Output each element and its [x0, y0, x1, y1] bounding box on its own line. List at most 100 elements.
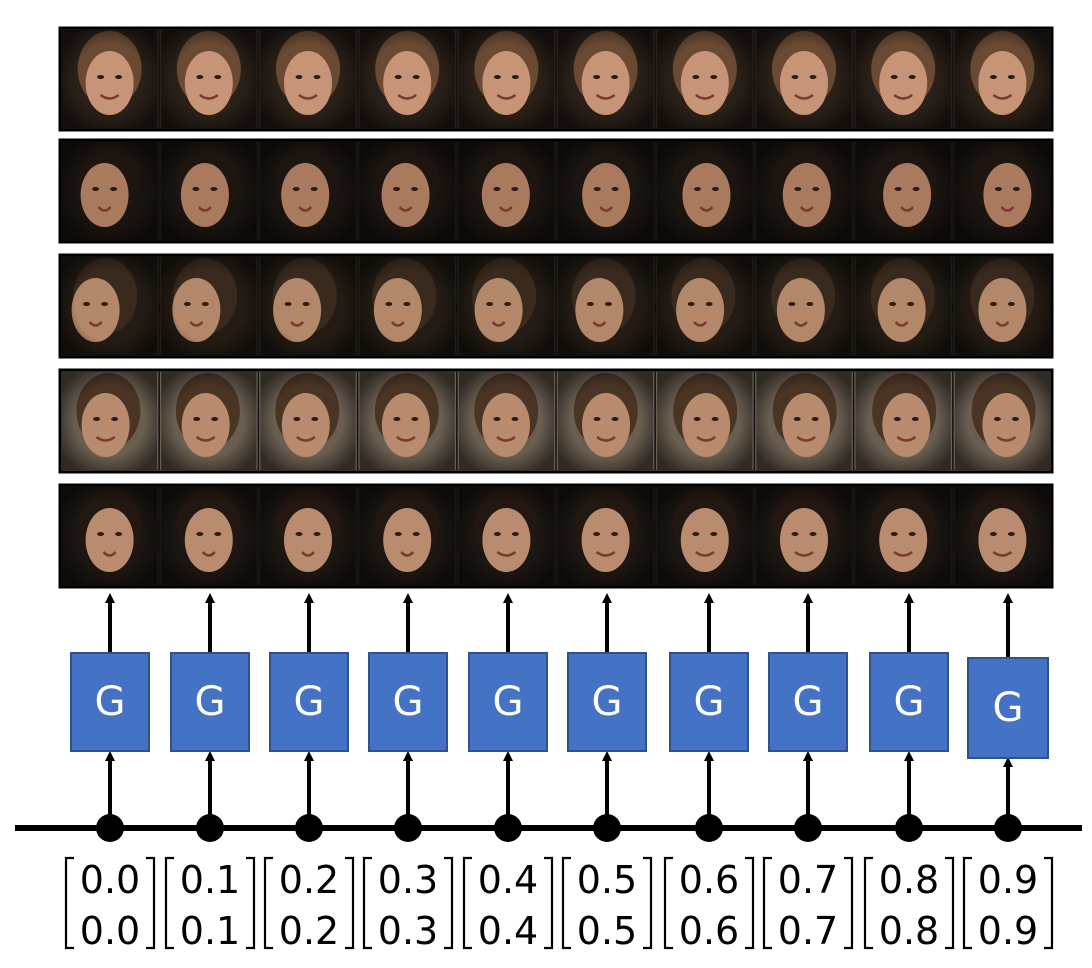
- vector-component-2: 0.5: [577, 909, 637, 953]
- generator-block: G: [669, 652, 749, 752]
- latent-point: [295, 814, 323, 842]
- latent-vector: 0.10.1: [164, 856, 256, 953]
- right-bracket: [544, 856, 554, 950]
- generator-label: G: [294, 679, 325, 725]
- face-thumbnail: [161, 30, 257, 128]
- latent-vector: 0.00.0: [64, 856, 156, 953]
- face-vignette: [458, 30, 554, 128]
- face-thumbnail: [756, 257, 852, 355]
- face-vignette: [161, 142, 257, 240]
- face-vignette: [657, 487, 753, 585]
- right-bracket: [246, 856, 256, 950]
- vector-component-1: 0.1: [180, 858, 240, 902]
- face-thumbnail: [558, 372, 654, 470]
- face-thumbnail: [260, 487, 356, 585]
- left-bracket: [663, 856, 673, 950]
- vector-component-1: 0.3: [378, 858, 438, 902]
- latent-vector: 0.90.9: [962, 856, 1054, 953]
- left-bracket: [462, 856, 472, 950]
- face-vignette: [558, 142, 654, 240]
- face-thumbnail: [657, 372, 753, 470]
- right-bracket: [345, 856, 355, 950]
- face-vignette: [260, 487, 356, 585]
- face-vignette: [657, 372, 753, 470]
- face-vignette: [62, 487, 158, 585]
- vector-component-1: 0.4: [478, 858, 538, 902]
- vector-component-1: 0.7: [778, 858, 838, 902]
- left-bracket: [863, 856, 873, 950]
- face-thumbnail: [458, 257, 554, 355]
- face-vignette: [359, 372, 455, 470]
- face-vignette: [756, 372, 852, 470]
- face-vignette: [161, 487, 257, 585]
- face-vignette: [62, 30, 158, 128]
- latent-point: [794, 814, 822, 842]
- face-vignette: [161, 257, 257, 355]
- right-bracket: [844, 856, 854, 950]
- face-thumbnail: [62, 487, 158, 585]
- generator-box: [967, 657, 1049, 759]
- face-thumbnail: [855, 257, 951, 355]
- face-vignette: [657, 142, 753, 240]
- face-thumbnail: [161, 487, 257, 585]
- left-bracket: [64, 856, 74, 950]
- generator-box: [768, 652, 848, 752]
- generator-label: G: [694, 679, 725, 725]
- face-vignette: [458, 372, 554, 470]
- face-vignette: [260, 30, 356, 128]
- face-thumbnail: [359, 372, 455, 470]
- generator-block: G: [368, 652, 448, 752]
- latent-point: [593, 814, 621, 842]
- generator-box: [170, 652, 250, 752]
- face-thumbnail: [756, 142, 852, 240]
- face-vignette: [359, 142, 455, 240]
- face-thumbnail: [260, 372, 356, 470]
- left-bracket: [263, 856, 273, 950]
- face-vignette: [62, 142, 158, 240]
- vector-component-2: 0.8: [879, 909, 939, 953]
- face-vignette: [558, 372, 654, 470]
- face-vignette: [954, 30, 1050, 128]
- face-thumbnail: [260, 142, 356, 240]
- face-thumbnail: [458, 372, 554, 470]
- generator-box: [368, 652, 448, 752]
- arrows: [105, 593, 1013, 822]
- face-thumbnail: [161, 257, 257, 355]
- generator-label: G: [993, 685, 1024, 731]
- vector-component-1: 0.2: [279, 858, 339, 902]
- face-thumbnail: [954, 372, 1050, 470]
- face-vignette: [756, 30, 852, 128]
- latent-vector: 0.60.6: [663, 856, 755, 953]
- latent-point: [994, 814, 1022, 842]
- face-vignette: [954, 257, 1050, 355]
- generator-block: G: [269, 652, 349, 752]
- generator-box: [869, 652, 949, 752]
- face-thumbnail: [458, 487, 554, 585]
- face-thumbnail: [558, 142, 654, 240]
- generator-box: [669, 652, 749, 752]
- face-vignette: [954, 372, 1050, 470]
- face-vignette: [458, 257, 554, 355]
- face-thumbnail: [161, 142, 257, 240]
- face-thumbnail: [855, 142, 951, 240]
- face-row: [58, 368, 1054, 474]
- face-thumbnail: [62, 257, 158, 355]
- latent-point: [196, 814, 224, 842]
- latent-points: [96, 814, 1022, 842]
- face-vignette: [558, 257, 654, 355]
- vector-component-2: 0.1: [180, 909, 240, 953]
- face-vignette: [359, 30, 455, 128]
- face-row: [58, 483, 1054, 589]
- face-vignette: [558, 487, 654, 585]
- generator-box: [70, 652, 150, 752]
- left-bracket: [561, 856, 571, 950]
- face-vignette: [756, 487, 852, 585]
- face-vignette: [359, 487, 455, 585]
- face-vignette: [657, 257, 753, 355]
- face-vignette: [161, 30, 257, 128]
- face-vignette: [954, 487, 1050, 585]
- vector-component-2: 0.9: [978, 909, 1038, 953]
- vector-component-2: 0.2: [279, 909, 339, 953]
- face-thumbnail: [855, 30, 951, 128]
